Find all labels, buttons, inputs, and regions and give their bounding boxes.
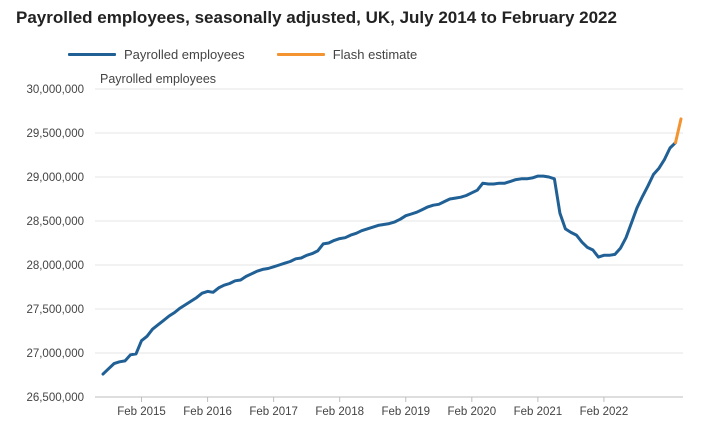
x-tick-label: Feb 2019 [381, 406, 430, 418]
x-tick-label: Feb 2016 [183, 406, 232, 418]
legend-item-flash: Flash estimate [276, 47, 418, 62]
chart-title: Payrolled employees, seasonally adjusted… [16, 8, 617, 27]
x-tick-label: Feb 2018 [315, 406, 364, 418]
y-tick-label: 27,000,000 [26, 348, 84, 360]
legend-item-payrolled: Payrolled employees [68, 47, 245, 62]
x-tick-label: Feb 2020 [448, 406, 497, 418]
series-line-payrolled-employees [101, 141, 677, 376]
legend-label-flash: Flash estimate [332, 47, 418, 62]
legend-swatch-flash [276, 53, 325, 56]
series-line-flash-estimate [674, 117, 683, 145]
y-tick-label: 27,500,000 [26, 304, 84, 316]
legend-label-payrolled: Payrolled employees [124, 47, 245, 62]
y-tick-label: 29,500,000 [26, 128, 84, 140]
legend-swatch-payrolled [68, 53, 116, 56]
y-tick-label: 29,000,000 [26, 172, 84, 184]
legend: Payrolled employees Flash estimate [68, 47, 449, 62]
y-tick-label: 26,500,000 [26, 392, 84, 404]
y-tick-label: 28,500,000 [26, 216, 84, 228]
x-tick-label: Feb 2017 [249, 406, 298, 418]
y-axis-label: Payrolled employees [100, 72, 217, 86]
y-tick-label: 28,000,000 [26, 260, 84, 272]
x-tick-label: Feb 2015 [117, 406, 166, 418]
y-tick-label: 30,000,000 [26, 84, 84, 96]
x-tick-label: Feb 2021 [514, 406, 563, 418]
x-tick-label: Feb 2022 [580, 406, 629, 418]
